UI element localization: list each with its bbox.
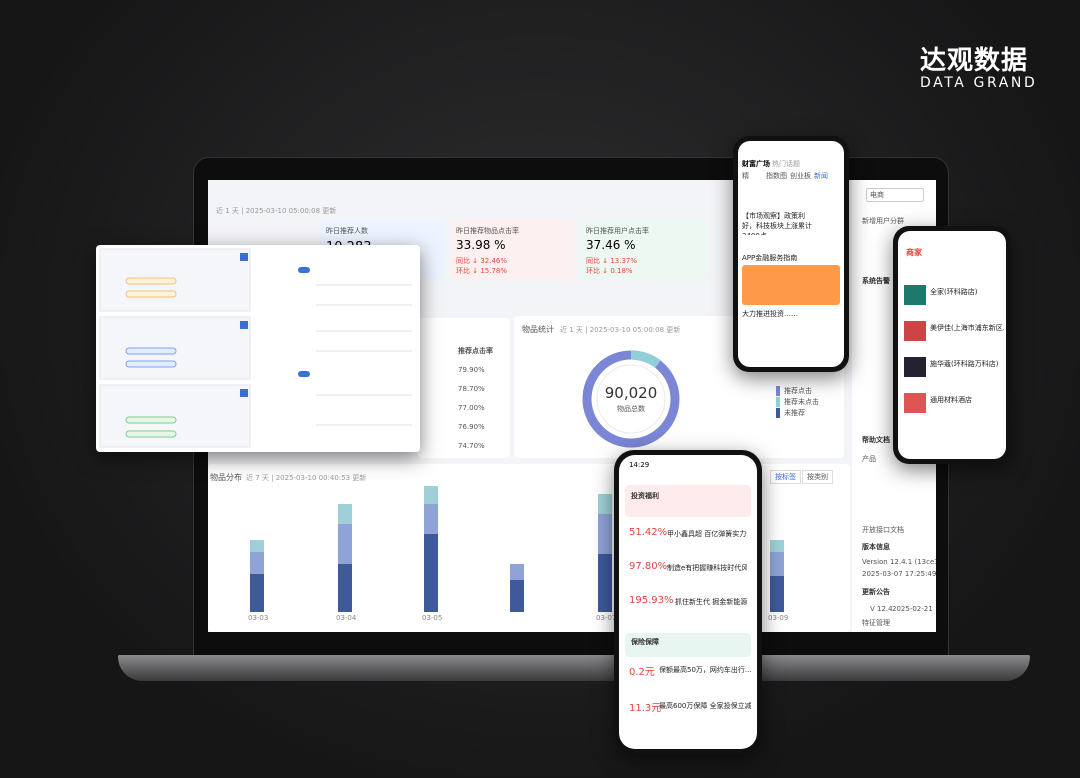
tab: 热门话题: [772, 160, 800, 168]
laptop-base: [118, 655, 1030, 681]
sidebar-item: 系统告警: [862, 277, 890, 285]
sidebar-item: 2025-03-07 17:25:49: [862, 570, 936, 578]
product: 抓住新生代 掘金新能源: [675, 598, 748, 606]
promo: [742, 265, 840, 305]
donut-ring: [630, 350, 661, 368]
table-header: 推荐点击率: [458, 347, 493, 355]
shop-logo: [904, 321, 926, 341]
category: 创业板: [790, 172, 811, 180]
shop-logo: [904, 285, 926, 305]
config-ui: [99, 248, 412, 448]
sidebar-item: 帮助文档: [862, 436, 890, 444]
shop: 美伊佳(上海市浦东新区...): [930, 324, 1004, 332]
phone: 商家 全家(环科路店) 美伊佳(上海市浦东新区...) 施华蔻(环科路万科店) 通用材…: [893, 226, 1011, 464]
phone-screen: 14:29 投资福利 保险保障 51.42%甲小鑫具超 百亿弹簧实力佣金 97.8…: [619, 455, 757, 749]
shop-logo: [904, 393, 926, 413]
sidebar-item: 开放接口文档: [862, 526, 904, 534]
rate: 195.93%: [629, 595, 674, 606]
price: 0.2元: [629, 667, 655, 678]
x-label: 03-09: [768, 614, 789, 622]
tab: 财富广场: [742, 160, 770, 168]
tab[interactable]: 按类别: [802, 470, 833, 484]
product: 保额最高50万，网约车出行...: [659, 666, 751, 674]
news: 【市场观察】政策利好，科技板块上涨累计3400点: [742, 212, 812, 235]
table-cell: 76.90%: [458, 423, 485, 431]
table-cell: 77.00%: [458, 404, 485, 412]
kpi-mom: 环比 ↓ 0.18%: [586, 267, 633, 275]
donut-updated: 近 1 天 | 2025-03-10 05:00:08 更新: [560, 326, 681, 334]
banner: [625, 633, 751, 657]
kpi-yoy: 同比 ↓ 13.37%: [586, 257, 638, 265]
kpi-mom: 环比 ↓ 15.78%: [456, 267, 508, 275]
donut-value: 90,020: [604, 384, 658, 402]
donut-label: 物品总数: [617, 405, 645, 413]
brand-name: 达观数据: [920, 46, 1029, 76]
brand-sub: DATA GRAND: [920, 75, 1038, 91]
rate: 97.80%: [629, 561, 668, 572]
kpi-label: 昨日推荐物品点击率: [456, 227, 519, 235]
product: 甲小鑫具超 百亿弹簧实力佣金: [667, 530, 747, 538]
table-cell: 79.90%: [458, 366, 485, 374]
sidebar-item: 产品: [862, 455, 876, 463]
phone: 14:29 投资福利 保险保障 51.42%甲小鑫具超 百亿弹簧实力佣金 97.8…: [614, 450, 762, 754]
select[interactable]: 电商: [866, 188, 924, 202]
x-label: 03-03: [248, 614, 269, 622]
kpi-label: 昨日推荐人数: [326, 227, 368, 235]
kpi-label: 昨日推荐用户点击率: [586, 227, 649, 235]
price: 11.3元: [629, 703, 662, 714]
kpi-value: 37.46 %: [586, 238, 636, 252]
dist-updated: 近 7 天 | 2025-03-10 00:40:53 更新: [246, 474, 367, 482]
category: 精: [742, 172, 749, 180]
category: 指数图: [766, 172, 787, 180]
sidebar-item: Version 12.4.1 (13ce37c): [862, 558, 936, 566]
dist-title: 物品分布: [210, 473, 242, 482]
shop: 施华蔻(环科路万科店): [930, 360, 999, 368]
legend-item: 推荐点击: [776, 386, 812, 396]
kpi: 昨日推荐用户点击率 37.46 % 同比 ↓ 13.37% 环比 ↓ 0.18%: [580, 220, 708, 280]
sidebar-item: 版本信息: [862, 543, 890, 551]
config-panel: [96, 245, 420, 452]
sidebar-item: 特征管理: [862, 619, 890, 627]
sidebar-item: 更新公告: [862, 588, 890, 596]
news: APP金融服务指南: [742, 254, 798, 262]
donut-inner: [596, 364, 666, 434]
kpi-value: 33.98 %: [456, 238, 506, 252]
sidebar-item: 2025-02-21: [892, 605, 933, 613]
sidebar-item: V 12.4: [870, 605, 893, 613]
section-title: 保险保障: [631, 638, 659, 646]
table-cell: 74.70%: [458, 442, 485, 450]
donut: [582, 350, 680, 448]
shop: 全家(环科路店): [930, 288, 978, 296]
bar-plot: [250, 486, 784, 612]
kpi: 昨日推荐物品点击率 33.98 % 同比 ↓ 32.46% 环比 ↓ 15.78…: [450, 220, 574, 280]
updated: 近 1 天 | 2025-03-10 05:00:08 更新: [216, 207, 337, 215]
legend-item: 推荐未点击: [776, 397, 819, 407]
kpi-yoy: 同比 ↓ 32.46%: [456, 257, 508, 265]
table: 推荐点击率 79.90% 78.70% 77.00% 76.90% 74.70%: [418, 318, 510, 458]
donut-title: 物品统计: [522, 325, 554, 334]
table-cell: 78.70%: [458, 385, 485, 393]
shop-logo: [904, 357, 926, 377]
sidebar-item: 新增用户分群: [862, 217, 904, 225]
banner: [625, 485, 751, 517]
category: 新闻: [814, 172, 828, 180]
news: 大力推进投资……: [742, 310, 798, 318]
time: 14:29: [629, 461, 650, 469]
tab[interactable]: 商家: [906, 248, 922, 257]
x-label: 03-05: [422, 614, 443, 622]
legend-item: 未推荐: [776, 408, 805, 418]
rate: 51.42%: [629, 527, 668, 538]
product: 制造e有把握赚科技时代风口: [667, 564, 747, 572]
tab[interactable]: 按标签: [770, 470, 801, 484]
shop: 通用材料酒店: [930, 396, 972, 404]
phone-screen: 商家 全家(环科路店) 美伊佳(上海市浦东新区...) 施华蔻(环科路万科店) 通用材…: [898, 231, 1006, 459]
x-label: 03-04: [336, 614, 357, 622]
x-label: 03-07: [596, 614, 617, 622]
section-title: 投资福利: [631, 492, 659, 500]
product: 最高600万保障 全家投保立减...: [659, 702, 751, 710]
